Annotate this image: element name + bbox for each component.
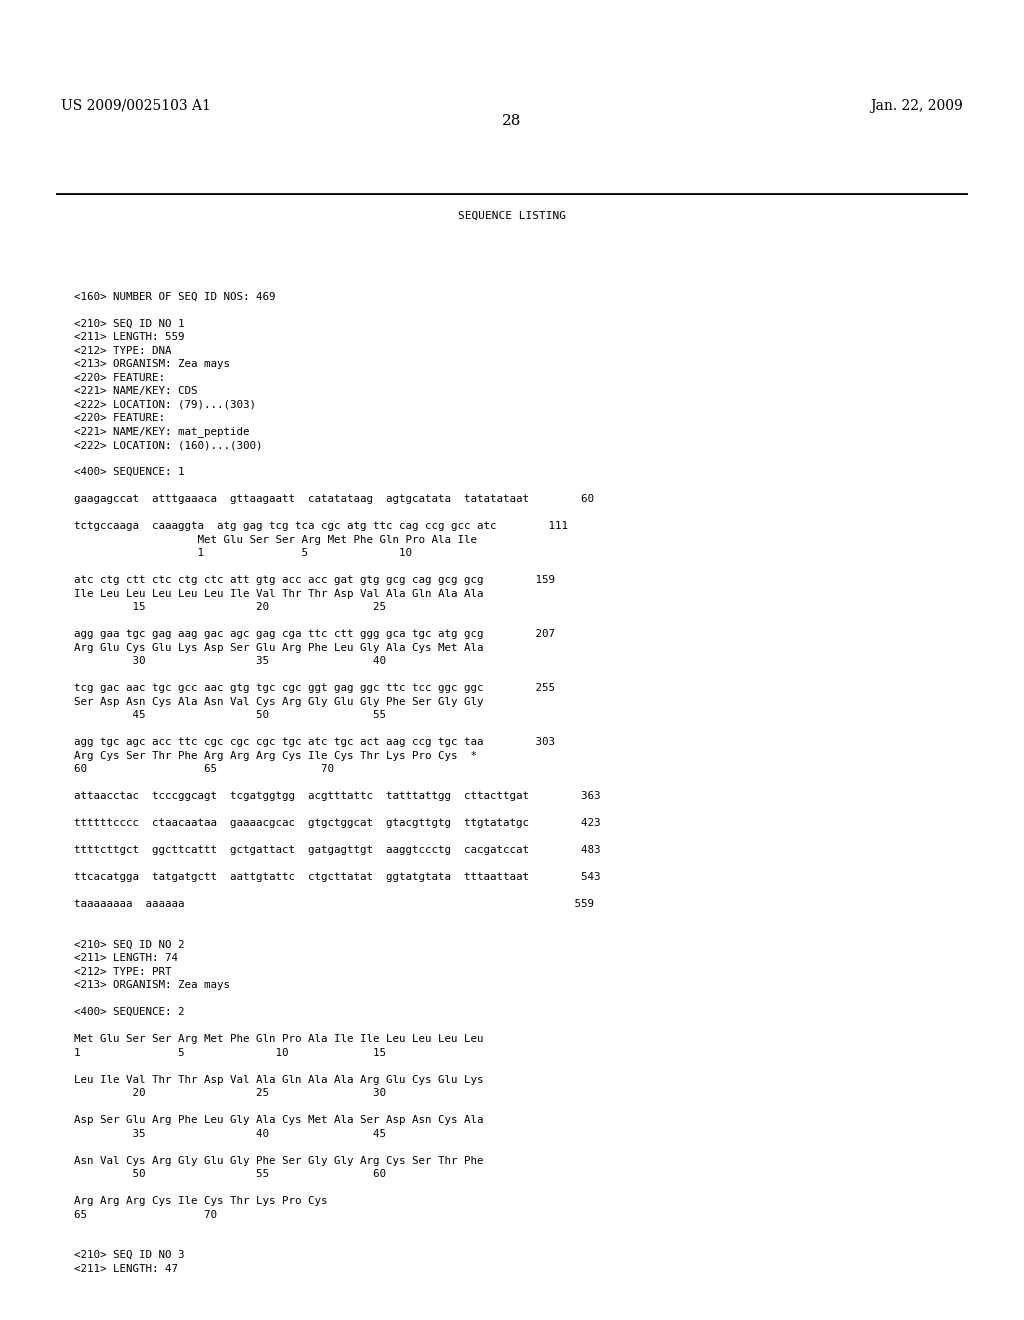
Text: SEQUENCE LISTING: SEQUENCE LISTING — [458, 211, 566, 222]
Text: <220> FEATURE:: <220> FEATURE: — [74, 372, 165, 383]
Text: <220> FEATURE:: <220> FEATURE: — [74, 413, 165, 422]
Text: ttcacatgga  tatgatgctt  aattgtattc  ctgcttatat  ggtatgtata  tttaattaat        54: ttcacatgga tatgatgctt aattgtattc ctgctta… — [74, 873, 600, 882]
Text: attaacctac  tcccggcagt  tcgatggtgg  acgtttattc  tatttattgg  cttacttgat        36: attaacctac tcccggcagt tcgatggtgg acgttta… — [74, 791, 600, 801]
Text: 28: 28 — [503, 115, 521, 128]
Text: 60                  65                70: 60 65 70 — [74, 764, 334, 774]
Text: <210> SEQ ID NO 3: <210> SEQ ID NO 3 — [74, 1250, 184, 1261]
Text: <400> SEQUENCE: 1: <400> SEQUENCE: 1 — [74, 467, 184, 477]
Text: ttttcttgct  ggcttcattt  gctgattact  gatgagttgt  aaggtccctg  cacgatccat        48: ttttcttgct ggcttcattt gctgattact gatgagt… — [74, 845, 600, 855]
Text: tcg gac aac tgc gcc aac gtg tgc cgc ggt gag ggc ttc tcc ggc ggc        255: tcg gac aac tgc gcc aac gtg tgc cgc ggt … — [74, 682, 555, 693]
Text: <222> LOCATION: (79)...(303): <222> LOCATION: (79)...(303) — [74, 400, 256, 409]
Text: tctgccaaga  caaaggta  atg gag tcg tca cgc atg ttc cag ccg gcc atc        111: tctgccaaga caaaggta atg gag tcg tca cgc … — [74, 521, 567, 531]
Text: Arg Glu Cys Glu Lys Asp Ser Glu Arg Phe Leu Gly Ala Cys Met Ala: Arg Glu Cys Glu Lys Asp Ser Glu Arg Phe … — [74, 643, 483, 652]
Text: <211> LENGTH: 559: <211> LENGTH: 559 — [74, 333, 184, 342]
Text: <211> LENGTH: 74: <211> LENGTH: 74 — [74, 953, 178, 964]
Text: 35                 40                45: 35 40 45 — [74, 1129, 386, 1139]
Text: taaaaaaaa  aaaaaa                                                            559: taaaaaaaa aaaaaa 559 — [74, 899, 594, 909]
Text: <213> ORGANISM: Zea mays: <213> ORGANISM: Zea mays — [74, 979, 229, 990]
Text: 1               5              10: 1 5 10 — [74, 548, 412, 558]
Text: <212> TYPE: PRT: <212> TYPE: PRT — [74, 966, 171, 977]
Text: 50                 55                60: 50 55 60 — [74, 1170, 386, 1179]
Text: gaagagccat  atttgaaaca  gttaagaatt  catatataag  agtgcatata  tatatataat        60: gaagagccat atttgaaaca gttaagaatt catatat… — [74, 494, 594, 504]
Text: Ile Leu Leu Leu Leu Leu Ile Val Thr Thr Asp Val Ala Gln Ala Ala: Ile Leu Leu Leu Leu Leu Ile Val Thr Thr … — [74, 589, 483, 598]
Text: US 2009/0025103 A1: US 2009/0025103 A1 — [61, 99, 211, 112]
Text: 45                 50                55: 45 50 55 — [74, 710, 386, 719]
Text: <222> LOCATION: (160)...(300): <222> LOCATION: (160)...(300) — [74, 440, 262, 450]
Text: Asp Ser Glu Arg Phe Leu Gly Ala Cys Met Ala Ser Asp Asn Cys Ala: Asp Ser Glu Arg Phe Leu Gly Ala Cys Met … — [74, 1115, 483, 1125]
Text: Met Glu Ser Ser Arg Met Phe Gln Pro Ala Ile: Met Glu Ser Ser Arg Met Phe Gln Pro Ala … — [74, 535, 477, 545]
Text: agg tgc agc acc ttc cgc cgc cgc tgc atc tgc act aag ccg tgc taa        303: agg tgc agc acc ttc cgc cgc cgc tgc atc … — [74, 737, 555, 747]
Text: <213> ORGANISM: Zea mays: <213> ORGANISM: Zea mays — [74, 359, 229, 370]
Text: 1               5              10             15: 1 5 10 15 — [74, 1048, 386, 1057]
Text: <221> NAME/KEY: CDS: <221> NAME/KEY: CDS — [74, 385, 198, 396]
Text: 65                  70: 65 70 — [74, 1209, 217, 1220]
Text: <160> NUMBER OF SEQ ID NOS: 469: <160> NUMBER OF SEQ ID NOS: 469 — [74, 292, 275, 301]
Text: atc ctg ctt ctc ctg ctc att gtg acc acc gat gtg gcg cag gcg gcg        159: atc ctg ctt ctc ctg ctc att gtg acc acc … — [74, 576, 555, 585]
Text: Arg Arg Arg Cys Ile Cys Thr Lys Pro Cys: Arg Arg Arg Cys Ile Cys Thr Lys Pro Cys — [74, 1196, 328, 1206]
Text: <211> LENGTH: 47: <211> LENGTH: 47 — [74, 1263, 178, 1274]
Text: <210> SEQ ID NO 1: <210> SEQ ID NO 1 — [74, 318, 184, 329]
Text: <221> NAME/KEY: mat_peptide: <221> NAME/KEY: mat_peptide — [74, 426, 249, 437]
Text: ttttttcccc  ctaacaataa  gaaaacgcac  gtgctggcat  gtacgttgtg  ttgtatatgc        42: ttttttcccc ctaacaataa gaaaacgcac gtgctgg… — [74, 818, 600, 828]
Text: Met Glu Ser Ser Arg Met Phe Gln Pro Ala Ile Ile Leu Leu Leu Leu: Met Glu Ser Ser Arg Met Phe Gln Pro Ala … — [74, 1034, 483, 1044]
Text: Arg Cys Ser Thr Phe Arg Arg Arg Cys Ile Cys Thr Lys Pro Cys  *: Arg Cys Ser Thr Phe Arg Arg Arg Cys Ile … — [74, 751, 477, 760]
Text: <212> TYPE: DNA: <212> TYPE: DNA — [74, 346, 171, 355]
Text: Jan. 22, 2009: Jan. 22, 2009 — [869, 99, 963, 112]
Text: Leu Ile Val Thr Thr Asp Val Ala Gln Ala Ala Arg Glu Cys Glu Lys: Leu Ile Val Thr Thr Asp Val Ala Gln Ala … — [74, 1074, 483, 1085]
Text: <400> SEQUENCE: 2: <400> SEQUENCE: 2 — [74, 1007, 184, 1016]
Text: 30                 35                40: 30 35 40 — [74, 656, 386, 667]
Text: 15                 20                25: 15 20 25 — [74, 602, 386, 612]
Text: Ser Asp Asn Cys Ala Asn Val Cys Arg Gly Glu Gly Phe Ser Gly Gly: Ser Asp Asn Cys Ala Asn Val Cys Arg Gly … — [74, 697, 483, 706]
Text: <210> SEQ ID NO 2: <210> SEQ ID NO 2 — [74, 940, 184, 949]
Text: agg gaa tgc gag aag gac agc gag cga ttc ctt ggg gca tgc atg gcg        207: agg gaa tgc gag aag gac agc gag cga ttc … — [74, 630, 555, 639]
Text: Asn Val Cys Arg Gly Glu Gly Phe Ser Gly Gly Arg Cys Ser Thr Phe: Asn Val Cys Arg Gly Glu Gly Phe Ser Gly … — [74, 1155, 483, 1166]
Text: 20                 25                30: 20 25 30 — [74, 1088, 386, 1098]
